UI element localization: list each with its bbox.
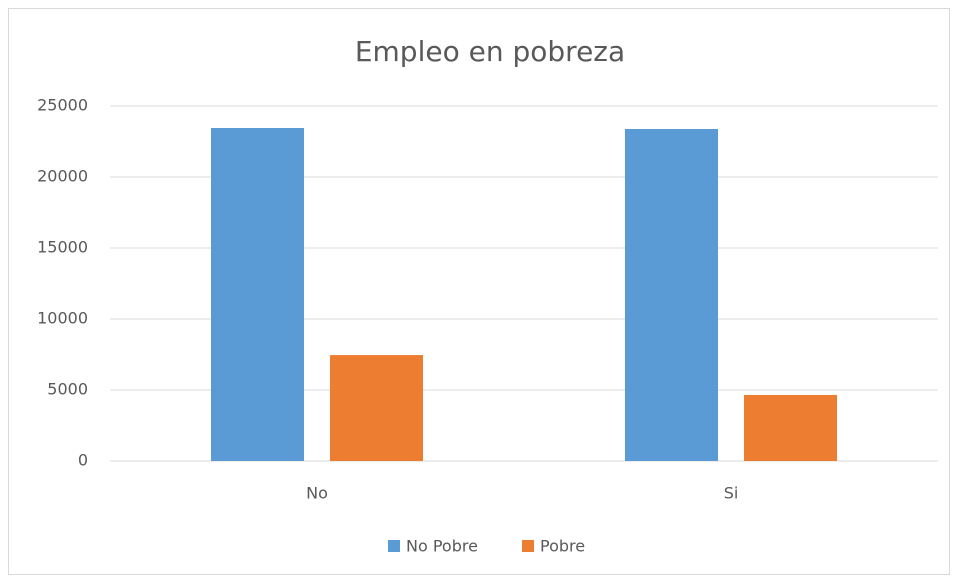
x-tick-label: No	[306, 484, 328, 503]
bar	[330, 355, 423, 461]
y-tick-label: 10000	[37, 309, 88, 328]
bar	[625, 129, 718, 461]
bar	[744, 394, 837, 461]
x-tick-label: Si	[724, 484, 739, 503]
y-tick-label: 25000	[37, 96, 88, 115]
chart-title: Empleo en pobreza	[355, 35, 625, 68]
y-tick-label: 20000	[37, 167, 88, 186]
y-tick-label: 0	[78, 451, 88, 470]
y-tick-label: 5000	[47, 380, 88, 399]
legend-label: No Pobre	[406, 537, 478, 556]
bar	[211, 128, 304, 461]
legend-swatch	[522, 540, 534, 552]
legend-swatch	[388, 540, 400, 552]
chart-border	[8, 8, 950, 575]
y-tick-label: 15000	[37, 238, 88, 257]
legend-label: Pobre	[540, 537, 585, 556]
